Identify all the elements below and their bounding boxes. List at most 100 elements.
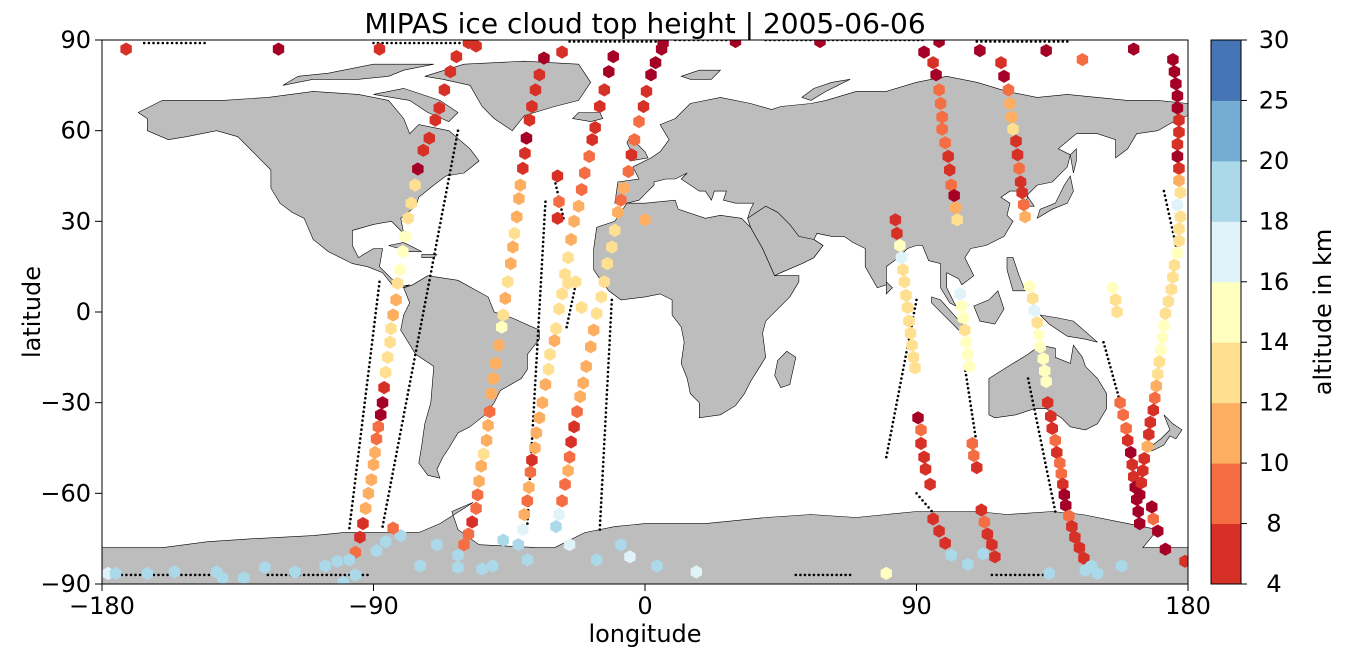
cloud-marker	[690, 565, 702, 579]
cloud-marker	[1013, 161, 1025, 175]
cloud-marker	[998, 69, 1010, 83]
cloud-marker	[412, 162, 424, 176]
track-dot	[972, 426, 976, 429]
cloud-marker	[378, 381, 390, 395]
plot-area	[101, 39, 1189, 585]
cloud-marker	[880, 566, 892, 580]
cloud-marker	[565, 232, 577, 247]
cloud-marker	[950, 201, 962, 215]
cloud-marker	[1004, 96, 1016, 111]
track-dot	[1162, 189, 1166, 193]
cloud-marker	[1170, 77, 1182, 91]
cloud-marker	[379, 365, 392, 379]
track-dot	[1027, 573, 1031, 577]
cloud-marker	[431, 538, 443, 552]
track-dot	[422, 309, 425, 313]
cloud-marker	[387, 521, 399, 535]
track-dot	[1048, 483, 1052, 487]
cloud-marker	[1063, 509, 1075, 523]
cloud-marker	[649, 56, 662, 70]
cloud-marker	[1173, 161, 1185, 175]
track-dot	[382, 516, 386, 520]
cloud-marker	[615, 538, 627, 552]
cloud-marker	[1120, 421, 1132, 435]
cloud-marker	[520, 131, 533, 145]
track-dot	[540, 267, 543, 271]
cloud-marker	[981, 527, 994, 541]
track-dot	[456, 129, 460, 132]
track-dot	[152, 41, 155, 45]
track-dot	[971, 417, 975, 421]
track-dot	[437, 230, 441, 234]
cloud-marker	[1132, 504, 1144, 519]
cloud-marker	[1114, 396, 1126, 410]
track-dot	[1052, 501, 1055, 504]
cloud-marker	[375, 408, 387, 422]
cloud-marker	[1167, 270, 1179, 284]
track-dot	[1051, 496, 1054, 500]
track-dot	[568, 40, 571, 43]
track-dot	[434, 243, 438, 247]
land-north-america	[137, 91, 480, 289]
cloud-marker	[272, 42, 285, 56]
cloud-marker	[542, 362, 555, 376]
track-dot	[1011, 40, 1015, 43]
cloud-marker	[1143, 427, 1155, 441]
track-dot	[998, 40, 1001, 43]
cloud-marker	[572, 199, 585, 213]
track-dot	[360, 423, 364, 427]
y-tick-label: −90	[40, 570, 91, 598]
cloud-marker	[1153, 355, 1166, 369]
cloud-marker	[956, 299, 968, 313]
cloud-marker	[577, 376, 589, 390]
track-dot	[366, 374, 370, 378]
cloud-marker	[507, 240, 519, 254]
track-dot	[367, 365, 371, 369]
track-dot	[1002, 40, 1006, 43]
cloud-marker	[986, 538, 998, 552]
track-dot	[415, 344, 419, 348]
track-dot	[606, 379, 609, 383]
track-dot	[394, 41, 398, 45]
track-dot	[362, 410, 365, 414]
track-dot	[1009, 573, 1012, 577]
colorbar-label: altitude in km	[1309, 229, 1337, 396]
track-dot	[407, 388, 410, 392]
track-dot	[924, 502, 927, 506]
track-dot	[138, 573, 142, 577]
track-dot	[601, 465, 605, 468]
land-novaya	[801, 79, 851, 101]
cloud-marker	[936, 122, 948, 136]
track-dot	[396, 446, 399, 449]
track-dot	[180, 573, 183, 577]
track-dot	[1023, 573, 1026, 577]
cloud-marker	[556, 287, 568, 301]
track-dot	[1169, 221, 1173, 225]
track-dot	[453, 41, 457, 45]
track-dot	[1034, 40, 1037, 43]
track-dot	[609, 325, 612, 329]
cloud-marker	[486, 559, 499, 573]
track-dot	[599, 501, 603, 504]
track-dot	[569, 304, 573, 308]
cloud-marker	[915, 423, 927, 437]
cloud-marker	[933, 83, 945, 97]
track-dot	[899, 381, 902, 385]
cloud-marker	[1043, 566, 1055, 580]
cloud-marker	[978, 515, 991, 529]
colorbar-segment	[1211, 40, 1241, 101]
cloud-marker	[508, 226, 521, 240]
cloud-marker	[470, 40, 482, 53]
track-dot	[445, 186, 449, 190]
colorbar-tick-label: 12	[1259, 389, 1290, 417]
track-dot	[1052, 40, 1056, 43]
cloud-marker	[1049, 433, 1061, 447]
track-dot	[418, 331, 421, 335]
track-dot	[362, 405, 366, 409]
track-dot	[538, 303, 541, 306]
track-dot	[271, 573, 274, 577]
cloud-marker	[1005, 110, 1018, 124]
track-dot	[280, 573, 283, 577]
cloud-marker	[1058, 488, 1070, 502]
